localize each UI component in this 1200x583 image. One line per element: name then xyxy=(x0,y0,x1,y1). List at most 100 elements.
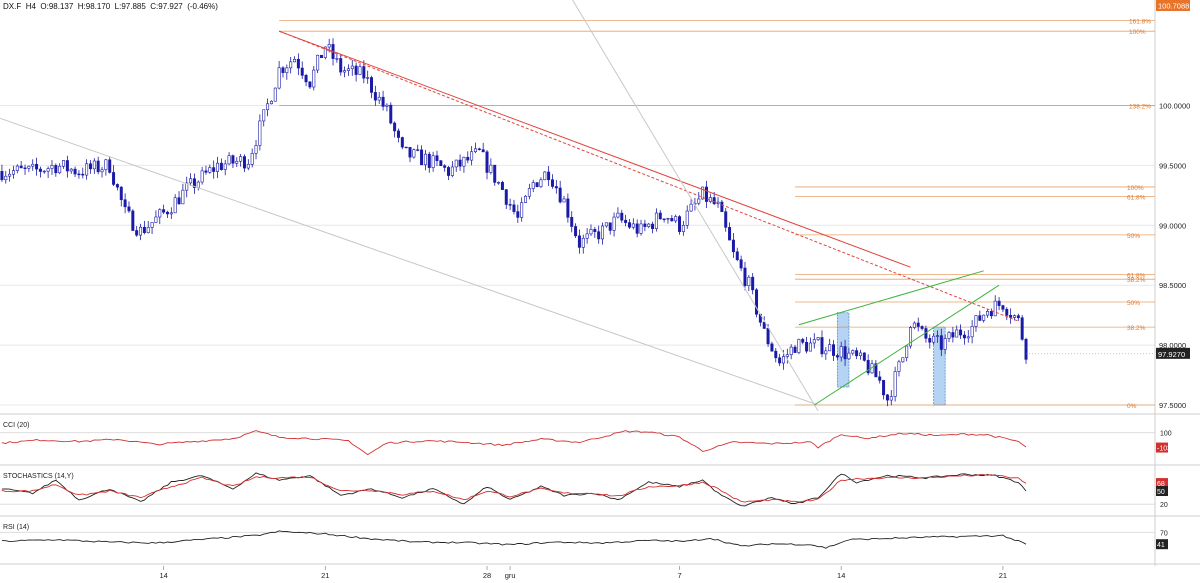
candle-body xyxy=(885,394,889,401)
grey-lower-channel[interactable] xyxy=(0,105,819,406)
candle xyxy=(820,330,824,358)
candle xyxy=(127,201,131,213)
candle xyxy=(670,215,674,222)
candle xyxy=(246,159,250,171)
candle-body xyxy=(820,337,824,355)
candle xyxy=(616,207,620,219)
candle-body xyxy=(697,198,701,204)
indicator-value-label: 50 xyxy=(1157,489,1165,496)
candle xyxy=(893,366,897,402)
candle xyxy=(396,128,400,143)
candle xyxy=(181,183,185,205)
candle xyxy=(747,274,751,292)
candle xyxy=(204,165,208,175)
candle xyxy=(543,171,547,181)
candle xyxy=(651,221,655,234)
candle xyxy=(242,154,246,172)
candle xyxy=(1016,313,1020,321)
grey-diagonal[interactable] xyxy=(564,0,819,412)
candle-body xyxy=(435,155,439,162)
candle-body xyxy=(755,289,759,315)
candle xyxy=(65,155,69,178)
candle xyxy=(412,148,416,159)
change-percent: (-0.46%) xyxy=(187,2,218,11)
candle xyxy=(23,164,27,175)
candle-body xyxy=(393,122,397,132)
candle-body xyxy=(643,223,647,227)
candle xyxy=(389,102,393,125)
candle xyxy=(624,214,628,227)
candle-body xyxy=(108,159,112,173)
candle xyxy=(627,219,631,229)
candle-body xyxy=(289,61,293,69)
candle-body xyxy=(704,186,708,202)
candle-body xyxy=(781,356,785,364)
price-tick-label: 98.5000 xyxy=(1159,281,1186,290)
candle xyxy=(604,222,608,228)
candle xyxy=(832,340,836,361)
candle-body xyxy=(805,342,809,352)
candle xyxy=(597,225,601,244)
candle-body xyxy=(185,182,189,191)
candle-body xyxy=(974,315,978,327)
candle xyxy=(269,100,273,105)
time-tick-label: 21 xyxy=(999,571,1007,580)
candle xyxy=(866,354,870,376)
candle xyxy=(493,164,497,186)
candle xyxy=(31,159,35,171)
candle-body xyxy=(269,100,273,105)
candle xyxy=(527,183,531,200)
candle-body xyxy=(462,156,466,167)
candle xyxy=(108,156,112,174)
candle-body xyxy=(346,68,350,71)
candle xyxy=(404,146,408,149)
green-channel-top[interactable] xyxy=(798,270,984,326)
candle-body xyxy=(982,314,986,321)
candle-body xyxy=(608,222,612,231)
green-channel-bottom[interactable] xyxy=(814,284,1000,406)
indicator-panel[interactable]: RSI (14) 70 41 xyxy=(0,524,1168,550)
candle-body xyxy=(951,332,955,338)
candle-body xyxy=(874,363,878,378)
candle xyxy=(69,167,73,174)
indicator-panel[interactable]: CCI (20) 100 -103 xyxy=(0,422,1172,456)
candle xyxy=(643,219,647,232)
candle-body xyxy=(262,109,266,122)
candle-body xyxy=(15,165,19,171)
candle-body xyxy=(1009,314,1013,318)
candle xyxy=(654,208,658,232)
candle xyxy=(293,56,297,63)
candle xyxy=(477,147,481,151)
red-downtrend-dashed[interactable] xyxy=(278,30,1019,322)
indicator-line xyxy=(1,472,1027,507)
candle-body xyxy=(0,171,4,181)
candle-body xyxy=(947,332,951,339)
candle xyxy=(524,195,528,204)
candle-body xyxy=(878,376,882,381)
candle-body xyxy=(439,160,443,167)
candle-body xyxy=(473,148,477,153)
candle xyxy=(354,62,358,82)
candle-body xyxy=(266,103,270,111)
candle xyxy=(601,222,605,245)
candle-body xyxy=(54,165,58,174)
candle-body xyxy=(104,159,108,171)
candle-body xyxy=(893,371,897,397)
candle xyxy=(358,63,362,76)
candle xyxy=(27,165,31,172)
candle xyxy=(735,247,739,262)
candle xyxy=(951,326,955,343)
candle xyxy=(993,295,997,317)
candle xyxy=(454,159,458,172)
candle xyxy=(393,121,397,138)
candle-body xyxy=(177,197,181,205)
candle xyxy=(901,357,905,363)
candle xyxy=(281,66,285,78)
indicator-value-label: 68 xyxy=(1157,481,1165,488)
red-downtrend-solid[interactable] xyxy=(278,30,911,268)
candle-body xyxy=(905,345,909,358)
candle xyxy=(847,347,851,360)
